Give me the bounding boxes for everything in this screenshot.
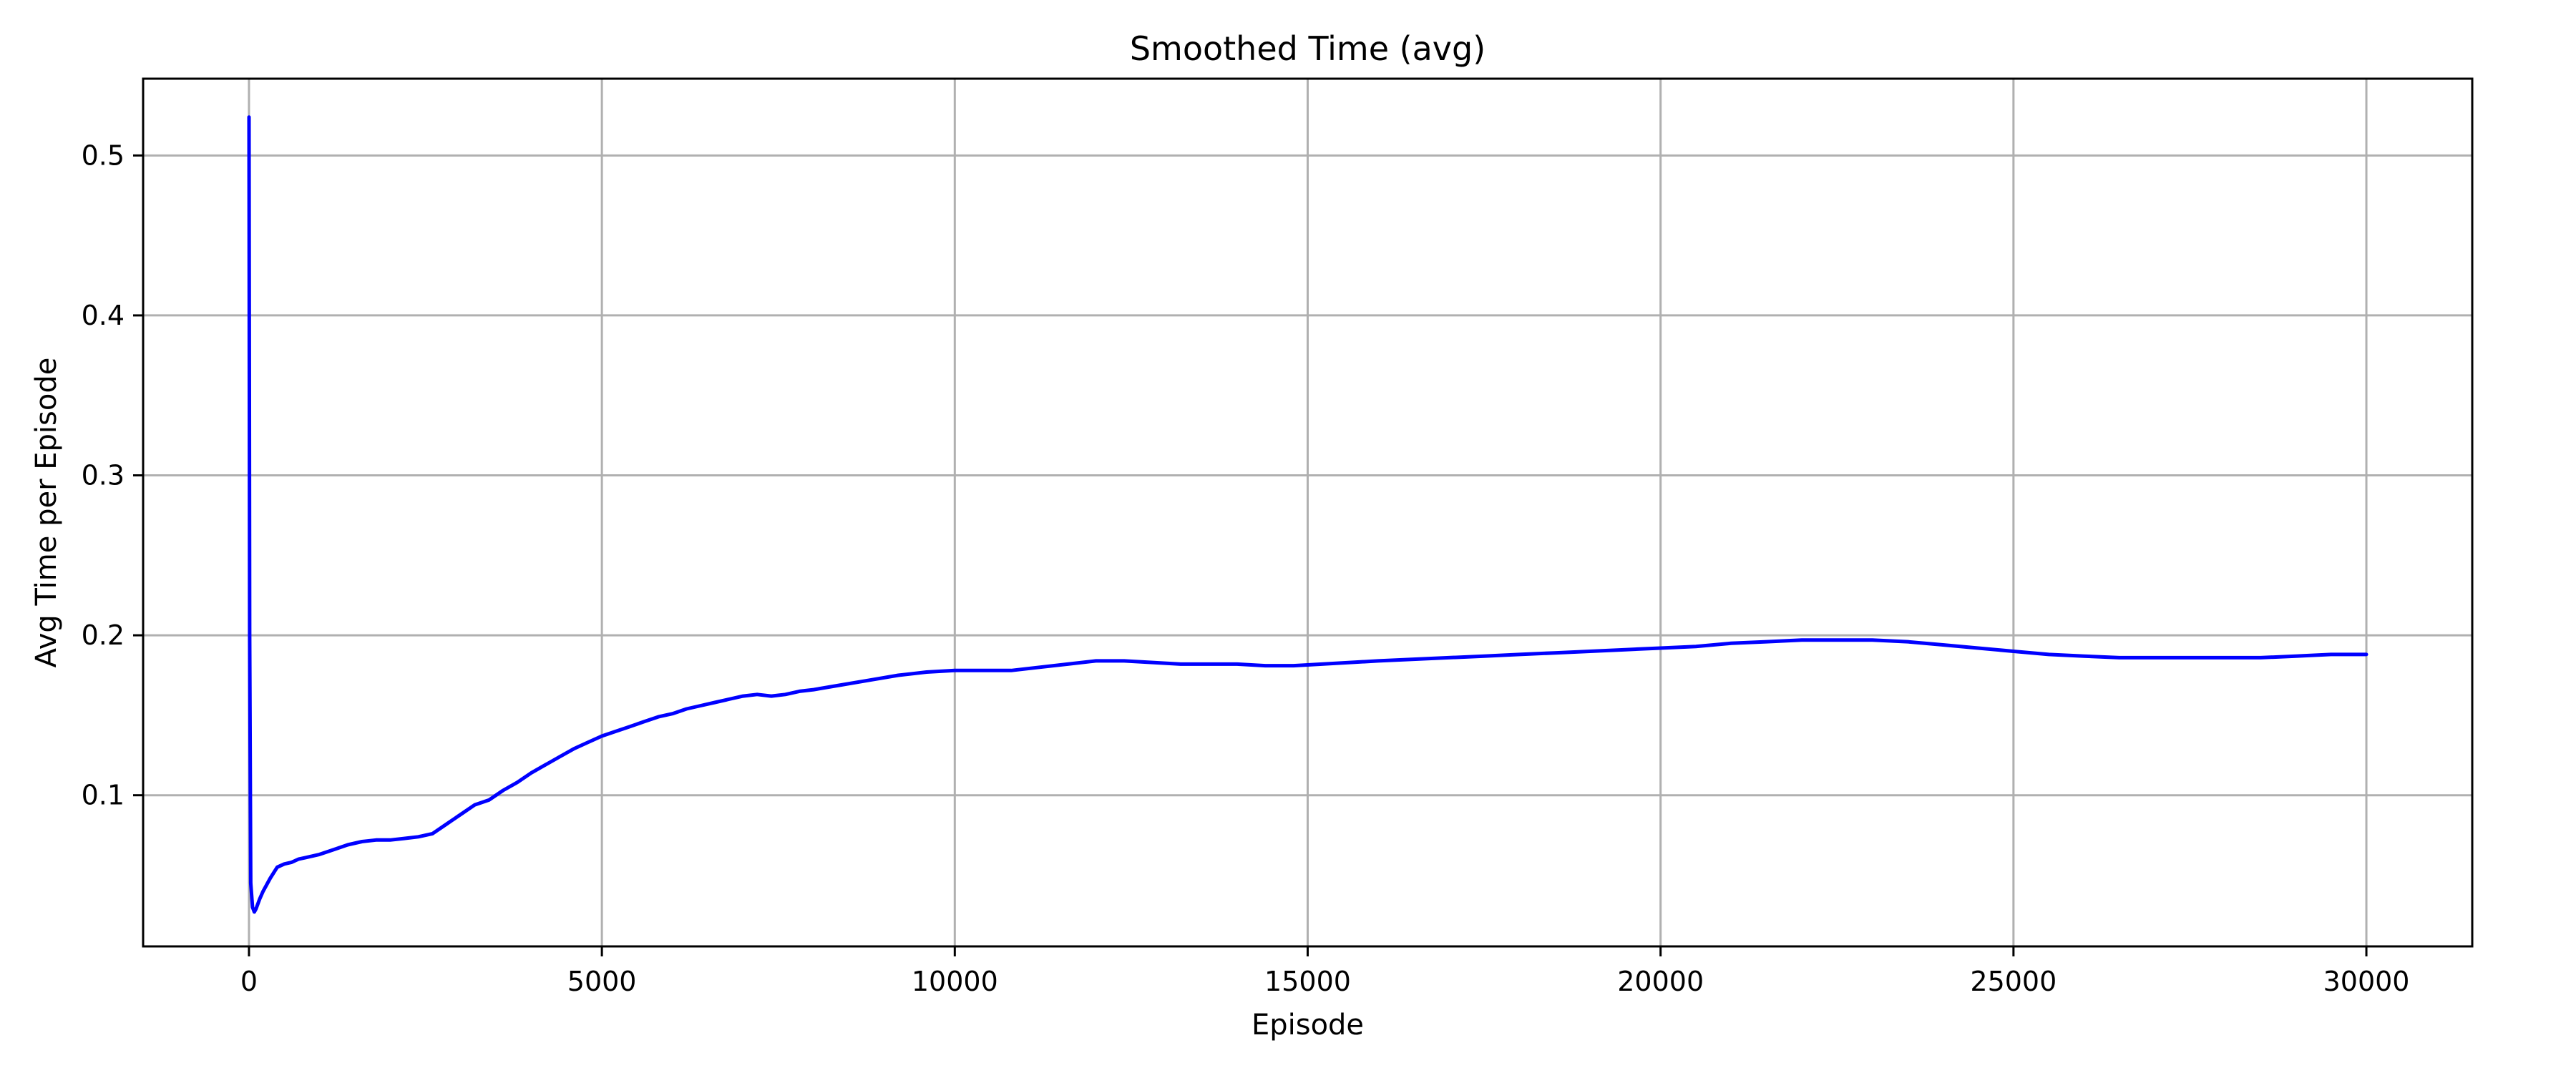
x-tick-label: 5000	[567, 966, 637, 997]
x-tick-label: 10000	[912, 966, 998, 997]
x-tick-label: 15000	[1264, 966, 1351, 997]
y-tick-label: 0.3	[82, 460, 125, 491]
series-line	[247, 115, 2368, 914]
grid-layer	[143, 79, 2472, 946]
x-axis-label: Episode	[1252, 1009, 1364, 1042]
x-tick-label: 0	[240, 966, 258, 997]
x-tick-label: 30000	[2323, 966, 2410, 997]
y-tick-label: 0.2	[82, 619, 125, 651]
x-tick-label: 25000	[1970, 966, 2057, 997]
x-tick-label: 20000	[1617, 966, 1704, 997]
y-axis-label: Avg Time per Episode	[30, 358, 63, 668]
y-tick-label: 0.4	[82, 300, 125, 331]
line-layer	[247, 115, 2368, 914]
axes-layer: 0 5000 10000 15000 20000 25000 30000 0.1 0.2 0.3 0…	[82, 77, 2474, 997]
chart-title: Smoothed Time (avg)	[1130, 29, 1485, 68]
y-tick-label: 0.5	[82, 139, 125, 171]
y-tick-label: 0.1	[82, 780, 125, 811]
